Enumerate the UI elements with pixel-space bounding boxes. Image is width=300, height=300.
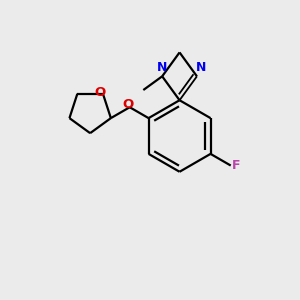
Text: O: O <box>122 98 134 111</box>
Text: F: F <box>232 159 240 172</box>
Text: N: N <box>196 61 206 74</box>
Text: N: N <box>157 61 167 74</box>
Text: O: O <box>95 86 106 99</box>
